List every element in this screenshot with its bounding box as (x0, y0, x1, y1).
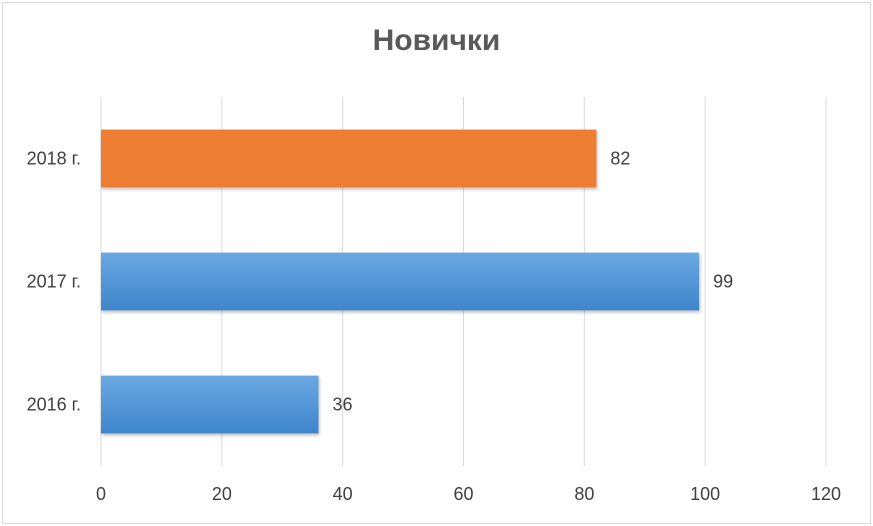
x-tick-label: 0 (96, 484, 106, 504)
data-label: 36 (333, 395, 353, 415)
data-label: 82 (610, 149, 630, 169)
bar-2 (101, 252, 700, 311)
x-tick-label: 20 (212, 484, 232, 504)
x-tick-label: 80 (574, 484, 594, 504)
bar-1 (101, 375, 319, 434)
bar-3 (101, 129, 597, 188)
category-label: 2017 г. (27, 272, 81, 292)
x-tick-label: 120 (811, 484, 841, 504)
category-label: 2018 г. (27, 149, 81, 169)
category-label: 2016 г. (27, 395, 81, 415)
data-label: 99 (713, 272, 733, 292)
chart-title: Новички (372, 24, 501, 57)
x-tick-label: 40 (333, 484, 353, 504)
x-tick-label: 60 (453, 484, 473, 504)
x-tick-label: 100 (690, 484, 720, 504)
